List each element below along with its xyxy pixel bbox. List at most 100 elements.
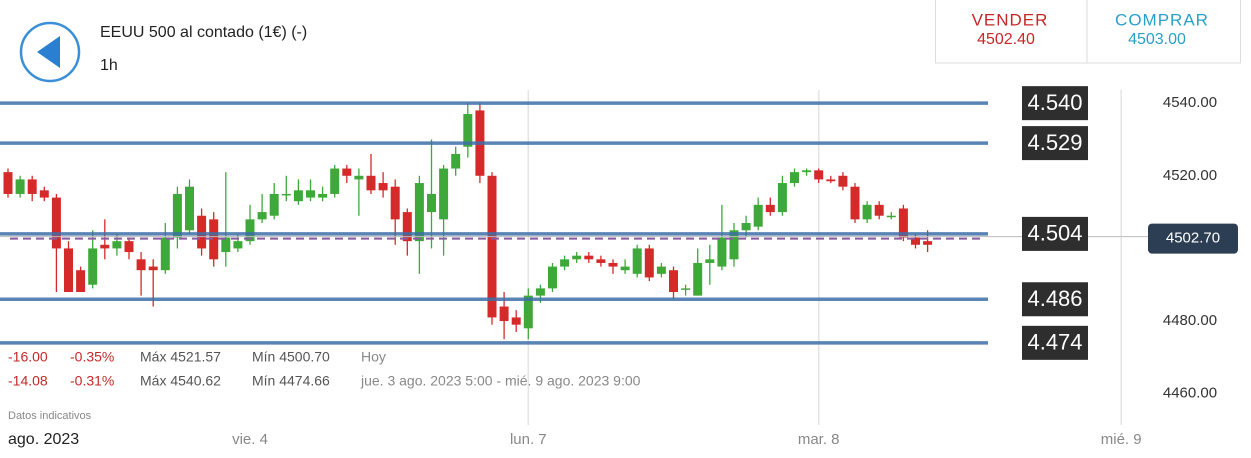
instrument-name: EEUU 500 al contado (1€) (-) [100,24,307,41]
candle-body [693,262,703,296]
candle-body [548,266,557,289]
candle-body [160,237,170,271]
candle-body [705,259,715,263]
candle-body [439,168,449,220]
candle-body [560,259,570,267]
y-tick-label: 4540.00 [1163,94,1217,111]
candle-body [124,241,134,253]
change-percent: -0.31% [70,373,114,389]
candle-body [451,154,461,169]
x-tick-label: vie. 4 [232,431,268,448]
back-button[interactable] [19,21,81,83]
candle-body [741,223,751,231]
candle-body [584,255,594,260]
candle-body [463,114,473,147]
candle-body [729,230,739,260]
y-tick-label: 4460.00 [1163,385,1217,402]
candle-body [802,170,812,173]
buy-price[interactable]: 4503.00 [1128,31,1186,48]
candle-body [185,186,194,231]
price-label: 4502.70 [1166,230,1220,247]
candle-body [27,179,37,194]
candle-body [112,241,122,249]
candle-body [511,317,521,325]
candle-body [414,183,424,242]
candle-body [669,270,678,292]
candle-body [197,215,207,249]
date-label: ago. 2023 [8,431,79,448]
sell-button[interactable]: VENDER 4502.40 [972,10,1049,48]
candle-body [608,262,618,267]
candle-body [245,219,255,242]
candle-body [221,237,231,253]
candle-body [378,183,388,191]
level-box [1022,325,1088,360]
stats: -16.00 -0.35% Máx 4521.57 Mín 4500.70 Ho… [8,349,641,389]
candle-body [64,248,73,292]
candle-body [342,168,352,176]
candle-body [765,204,775,213]
quote-box [935,0,1241,64]
buy-label[interactable]: COMPRAR [1115,10,1209,29]
candle-body [269,193,279,216]
candle-body [898,208,908,238]
candle-body [318,193,328,198]
price-box [1148,223,1238,254]
min: Mín 4474.66 [252,373,330,389]
candle-body [535,288,545,296]
level-label: 4.486 [1027,286,1082,311]
timeframe[interactable]: 1h [100,57,118,74]
candle-body [523,295,533,329]
candle-body [39,190,49,198]
candle-body [644,248,654,278]
change-percent: -0.35% [70,349,114,365]
candle-body [499,306,509,322]
candle-body [15,179,25,194]
sell-label[interactable]: VENDER [972,10,1049,29]
candle-body [88,248,98,285]
candle-body [681,288,691,290]
candle-body [572,255,582,260]
period: Hoy [361,349,386,365]
candle-body [136,259,146,271]
candle-body [330,168,340,194]
candle-body [51,197,61,249]
y-tick-label: 4480.00 [1163,312,1217,329]
candle-body [76,270,86,292]
candle-body [777,183,787,213]
sell-price[interactable]: 4502.40 [977,31,1035,48]
level-label: 4.529 [1027,130,1082,155]
back-arrow[interactable] [37,36,60,68]
candle-body [306,190,315,198]
candle-body [257,212,267,220]
candle-body [923,241,933,245]
footnote: Datos indicativos [8,410,92,422]
level-box [1022,282,1088,317]
period: jue. 3 ago. 2023 5:00 - mié. 9 ago. 2023… [360,373,641,389]
candle-body [620,266,630,271]
buy-button[interactable]: COMPRAR 4503.00 [1115,10,1209,48]
change: -14.08 [8,373,48,389]
candle-body [390,186,400,220]
candle-body [838,175,848,187]
level-box [1022,216,1088,251]
plot-area: vie. 4 lun. 7 mar. 8 mié. 9 4460.00 4480.00 45… [0,86,1238,448]
level-label: 4.474 [1027,330,1082,355]
level-label: 4.540 [1027,90,1082,115]
candle-body [911,237,920,245]
y-tick-label: 4520.00 [1163,167,1217,184]
candle-body [790,172,799,184]
candle-body [850,186,860,220]
candle-body [487,175,497,318]
candle-body [354,175,364,180]
min: Mín 4500.70 [252,349,330,365]
candle-body [148,266,158,271]
candle-body [753,204,763,227]
x-tick-label: mar. 8 [798,431,840,448]
candle-body [814,170,824,180]
candle-body [281,193,291,196]
candle-body [100,244,110,249]
candle-body [427,193,436,213]
level-label: 4.504 [1027,221,1082,246]
